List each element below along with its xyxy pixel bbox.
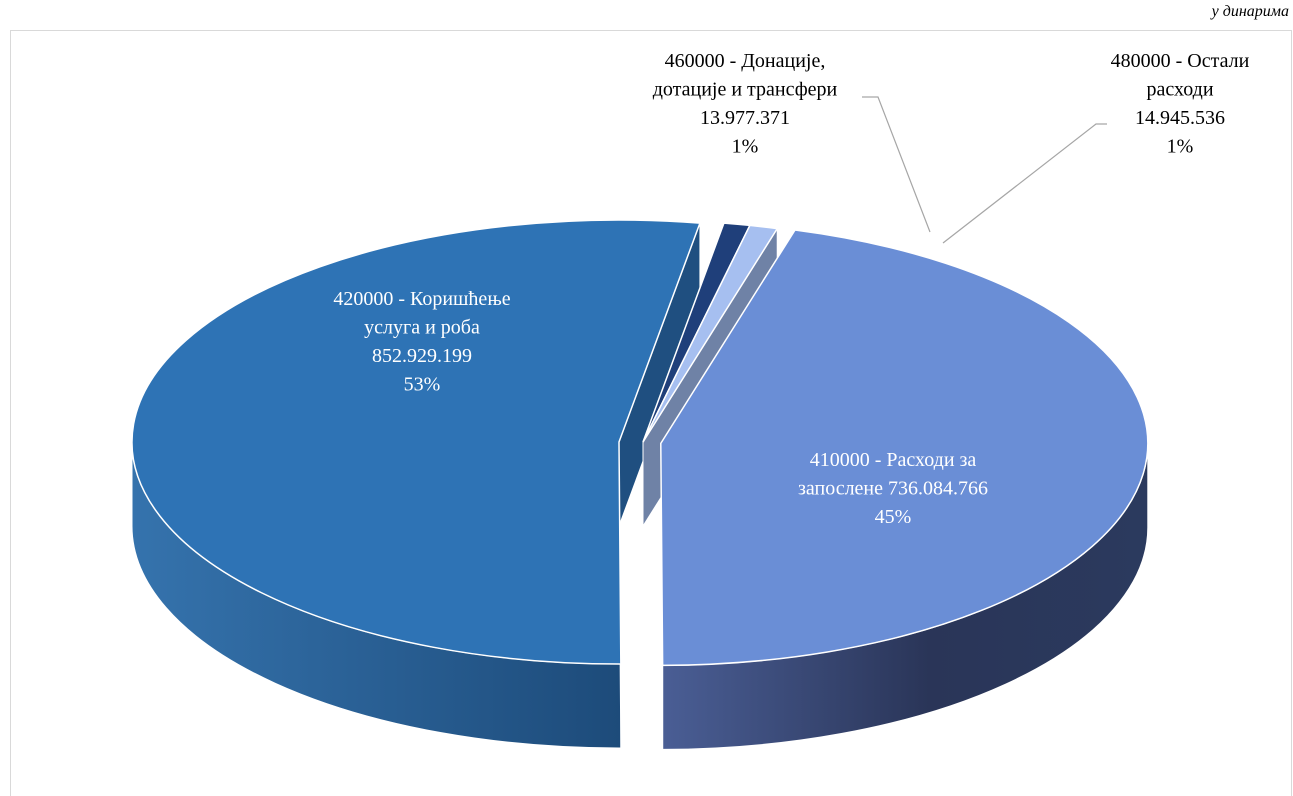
slice-label-line: 1% <box>1167 136 1194 158</box>
slice-label-480000: 480000 - Остали расходи 14.945.536 1% <box>1111 50 1250 158</box>
slice-480000 <box>642 224 779 443</box>
slice-label-line: 420000 - Коришћење <box>333 288 510 310</box>
slice-label-410000: 410000 - Расходи за запослене 736.084.766… <box>798 449 988 528</box>
unit-note: у динарима <box>1211 3 1289 20</box>
slice-410000 <box>660 229 1149 667</box>
slice-label-line: 45% <box>875 506 912 528</box>
leader-line-480000 <box>942 123 1107 244</box>
slice-labels: 410000 - Расходи за запослене 736.084.766… <box>333 50 1249 528</box>
slice-label-line: 1% <box>732 136 759 158</box>
slice-420000 <box>131 219 701 665</box>
chart-frame <box>10 30 1292 796</box>
slice-label-line: услуга и роба <box>364 317 480 339</box>
slice-label-460000: 460000 - Донације, дотације и трансфери 13… <box>653 50 838 158</box>
slice-label-line: 460000 - Донације, <box>665 50 826 72</box>
slice-label-line: 14.945.536 <box>1135 107 1225 129</box>
slice-label-line: 852.929.199 <box>372 345 472 367</box>
leader-lines <box>862 96 1107 244</box>
slice-label-line: 410000 - Расходи за <box>810 449 977 471</box>
slice-label-line: 53% <box>404 374 441 396</box>
leader-line-460000 <box>862 96 931 233</box>
slice-label-line: запослене 736.084.766 <box>798 478 988 500</box>
slice-label-line: дотације и трансфери <box>653 79 838 101</box>
slice-label-line: 480000 - Остали <box>1111 50 1250 72</box>
pie-tops <box>131 219 1149 667</box>
slice-label-line: расходи <box>1146 79 1213 101</box>
slice-label-420000: 420000 - Коришћење услуга и роба 852.929.1… <box>333 288 510 396</box>
slice-label-line: 13.977.371 <box>700 107 790 129</box>
